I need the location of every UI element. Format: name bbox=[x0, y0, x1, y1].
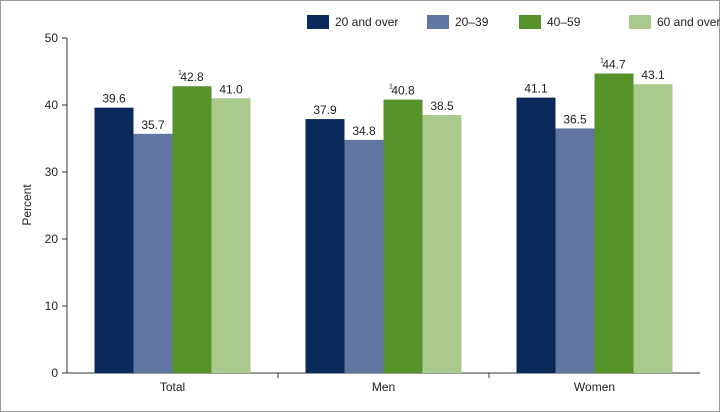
x-tick-label: Total bbox=[160, 380, 185, 394]
legend-swatch bbox=[307, 15, 329, 29]
data-label: 42.8 bbox=[180, 70, 204, 84]
bar bbox=[344, 139, 384, 373]
data-label: 43.1 bbox=[641, 68, 665, 82]
y-axis-label: Percent bbox=[20, 184, 34, 226]
x-tick-label: Men bbox=[372, 380, 395, 394]
footnote-marker: 1 bbox=[389, 84, 393, 91]
y-tick-label: 20 bbox=[45, 232, 59, 246]
bar bbox=[594, 73, 634, 373]
bar bbox=[555, 128, 595, 373]
data-label: 41.1 bbox=[524, 82, 548, 96]
bar bbox=[211, 98, 251, 374]
y-tick-label: 10 bbox=[45, 299, 59, 313]
bar bbox=[516, 97, 556, 373]
data-label: 38.5 bbox=[430, 99, 454, 113]
data-label: 39.6 bbox=[102, 92, 126, 106]
data-label: 41.0 bbox=[219, 82, 243, 96]
data-label: 40.8 bbox=[391, 84, 415, 98]
legend-label: 60 and over bbox=[657, 15, 720, 29]
legend-swatch bbox=[629, 15, 651, 29]
footnote-marker: 1 bbox=[178, 70, 182, 77]
footnote-marker: 1 bbox=[600, 58, 604, 65]
y-tick-label: 30 bbox=[45, 165, 59, 179]
bar bbox=[133, 133, 173, 373]
data-labels: 39.635.742.8141.037.934.840.8138.541.136… bbox=[102, 58, 665, 138]
legend-label: 20 and over bbox=[335, 15, 398, 29]
data-label: 36.5 bbox=[563, 112, 587, 126]
bar bbox=[305, 119, 345, 373]
legend-label: 40–59 bbox=[547, 15, 581, 29]
data-label: 44.7 bbox=[602, 58, 626, 72]
bar bbox=[172, 86, 212, 374]
y-tick-label: 40 bbox=[45, 98, 59, 112]
bar bbox=[633, 84, 673, 373]
y-tick-label: 0 bbox=[51, 366, 58, 380]
x-tick-label: Women bbox=[574, 380, 615, 394]
bar bbox=[383, 99, 423, 373]
legend: 20 and over 20–39 40–59 60 and over bbox=[307, 15, 720, 29]
bars bbox=[94, 73, 673, 374]
data-label: 37.9 bbox=[313, 103, 337, 117]
bar bbox=[422, 115, 462, 374]
data-label: 34.8 bbox=[352, 124, 376, 138]
data-label: 35.7 bbox=[141, 118, 165, 132]
legend-swatch bbox=[427, 15, 449, 29]
bar bbox=[94, 107, 134, 374]
y-tick-label: 50 bbox=[45, 31, 59, 45]
legend-label: 20–39 bbox=[455, 15, 489, 29]
legend-swatch bbox=[519, 15, 541, 29]
